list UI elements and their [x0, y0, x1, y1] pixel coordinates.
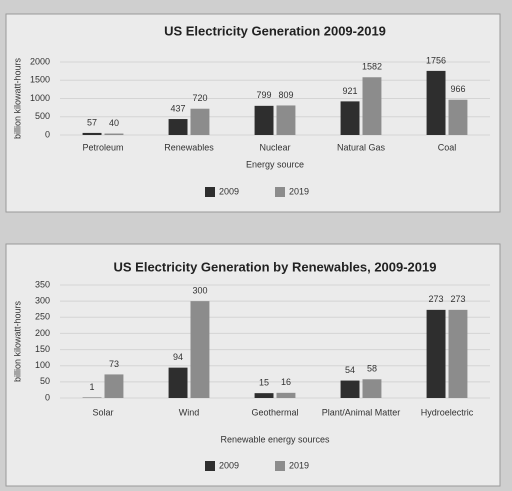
bar: [448, 309, 468, 398]
bar: [190, 301, 210, 398]
y-tick-label: 0: [45, 129, 50, 139]
legend-swatch: [275, 187, 285, 197]
y-tick-label: 2000: [30, 56, 50, 66]
bar: [104, 374, 124, 398]
data-label: 58: [367, 364, 377, 374]
chart-title: US Electricity Generation 2009-2019: [164, 23, 386, 38]
x-tick-label: Petroleum: [82, 142, 123, 152]
bar: [426, 309, 446, 398]
bar: [362, 77, 382, 135]
data-label: 273: [450, 294, 465, 304]
data-label: 1756: [426, 55, 446, 65]
x-tick-label: Solar: [92, 407, 113, 417]
data-label: 300: [192, 286, 207, 296]
y-tick-label: 150: [35, 344, 50, 354]
data-label: 720: [192, 93, 207, 103]
legend-swatch: [205, 461, 215, 471]
legend-label: 2019: [289, 186, 309, 196]
y-tick-label: 300: [35, 296, 50, 306]
x-tick-label: Coal: [438, 142, 457, 152]
y-tick-label: 1500: [30, 75, 50, 85]
bar: [276, 392, 296, 398]
x-tick-label: Hydroelectric: [421, 407, 474, 417]
y-tick-label: 0: [45, 392, 50, 402]
data-label: 1582: [362, 62, 382, 72]
panel: [5, 243, 501, 487]
y-tick-label: 200: [35, 328, 50, 338]
data-label: 437: [171, 103, 186, 113]
bar: [168, 367, 188, 398]
bar: [340, 101, 360, 135]
y-tick-label: 1000: [30, 93, 50, 103]
data-label: 15: [259, 378, 269, 388]
data-label: 16: [281, 377, 291, 387]
x-axis-label: Energy source: [246, 159, 304, 169]
data-label: 809: [278, 90, 293, 100]
bar: [448, 99, 468, 135]
legend-label: 2019: [289, 460, 309, 470]
data-label: 57: [87, 117, 97, 127]
x-tick-label: Wind: [179, 407, 200, 417]
legend-label: 2009: [219, 460, 239, 470]
data-label: 966: [450, 84, 465, 94]
y-tick-label: 500: [35, 111, 50, 121]
bar: [426, 70, 446, 135]
panel: [5, 13, 501, 213]
legend-label: 2009: [219, 186, 239, 196]
y-tick-label: 100: [35, 360, 50, 370]
bar: [276, 105, 296, 135]
y-tick-label: 350: [35, 279, 50, 289]
y-tick-label: 250: [35, 312, 50, 322]
y-axis-label: billion kilowatt-hours: [12, 300, 22, 382]
legend-swatch: [275, 461, 285, 471]
y-tick-label: 50: [40, 376, 50, 386]
data-label: 273: [429, 294, 444, 304]
bar: [340, 380, 360, 398]
y-axis-label: billion kilowatt-hours: [12, 57, 22, 139]
data-label: 1: [90, 382, 95, 392]
chart-title: US Electricity Generation by Renewables,…: [114, 259, 437, 274]
x-tick-label: Plant/Animal Matter: [322, 407, 401, 417]
bar: [190, 108, 210, 135]
bar: [254, 105, 274, 135]
data-label: 921: [343, 86, 358, 96]
x-tick-label: Nuclear: [259, 142, 290, 152]
bar: [82, 132, 102, 135]
data-label: 40: [109, 118, 119, 128]
x-tick-label: Natural Gas: [337, 142, 386, 152]
bar: [254, 393, 274, 398]
bar: [168, 119, 188, 135]
legend-swatch: [205, 187, 215, 197]
data-label: 54: [345, 365, 355, 375]
bar: [104, 133, 124, 135]
data-label: 94: [173, 352, 183, 362]
x-tick-label: Renewables: [164, 142, 214, 152]
data-label: 73: [109, 359, 119, 369]
x-tick-label: Geothermal: [251, 407, 298, 417]
x-axis-label: Renewable energy sources: [220, 434, 330, 444]
bar: [362, 379, 382, 398]
data-label: 799: [257, 90, 272, 100]
